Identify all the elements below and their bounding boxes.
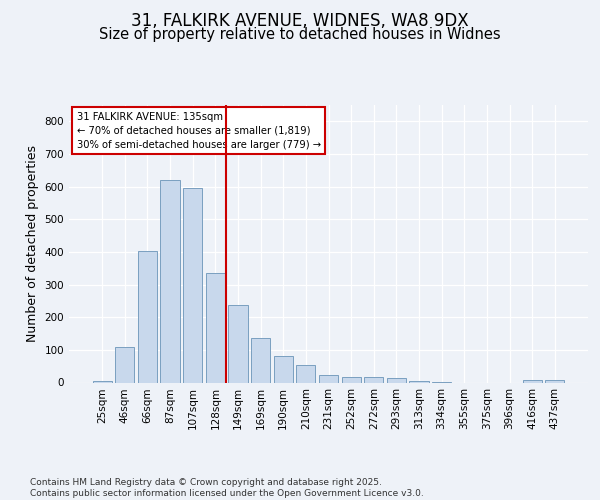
Bar — [274, 356, 293, 382]
Bar — [251, 338, 270, 382]
Text: Size of property relative to detached houses in Widnes: Size of property relative to detached ho… — [99, 26, 501, 42]
Y-axis label: Number of detached properties: Number of detached properties — [26, 145, 39, 342]
Bar — [138, 251, 157, 382]
Bar — [545, 380, 565, 382]
Bar — [92, 381, 112, 382]
Text: 31, FALKIRK AVENUE, WIDNES, WA8 9DX: 31, FALKIRK AVENUE, WIDNES, WA8 9DX — [131, 12, 469, 30]
Bar — [183, 188, 202, 382]
Bar — [115, 346, 134, 382]
Bar — [523, 380, 542, 382]
Bar — [341, 377, 361, 382]
Bar — [229, 305, 248, 382]
Bar — [206, 273, 225, 382]
Bar — [160, 180, 180, 382]
Bar — [409, 381, 428, 382]
Text: Contains HM Land Registry data © Crown copyright and database right 2025.
Contai: Contains HM Land Registry data © Crown c… — [30, 478, 424, 498]
Bar — [387, 378, 406, 382]
Bar — [364, 376, 383, 382]
Bar — [319, 376, 338, 382]
Text: 31 FALKIRK AVENUE: 135sqm
← 70% of detached houses are smaller (1,819)
30% of se: 31 FALKIRK AVENUE: 135sqm ← 70% of detac… — [77, 112, 321, 150]
Bar — [296, 365, 316, 382]
